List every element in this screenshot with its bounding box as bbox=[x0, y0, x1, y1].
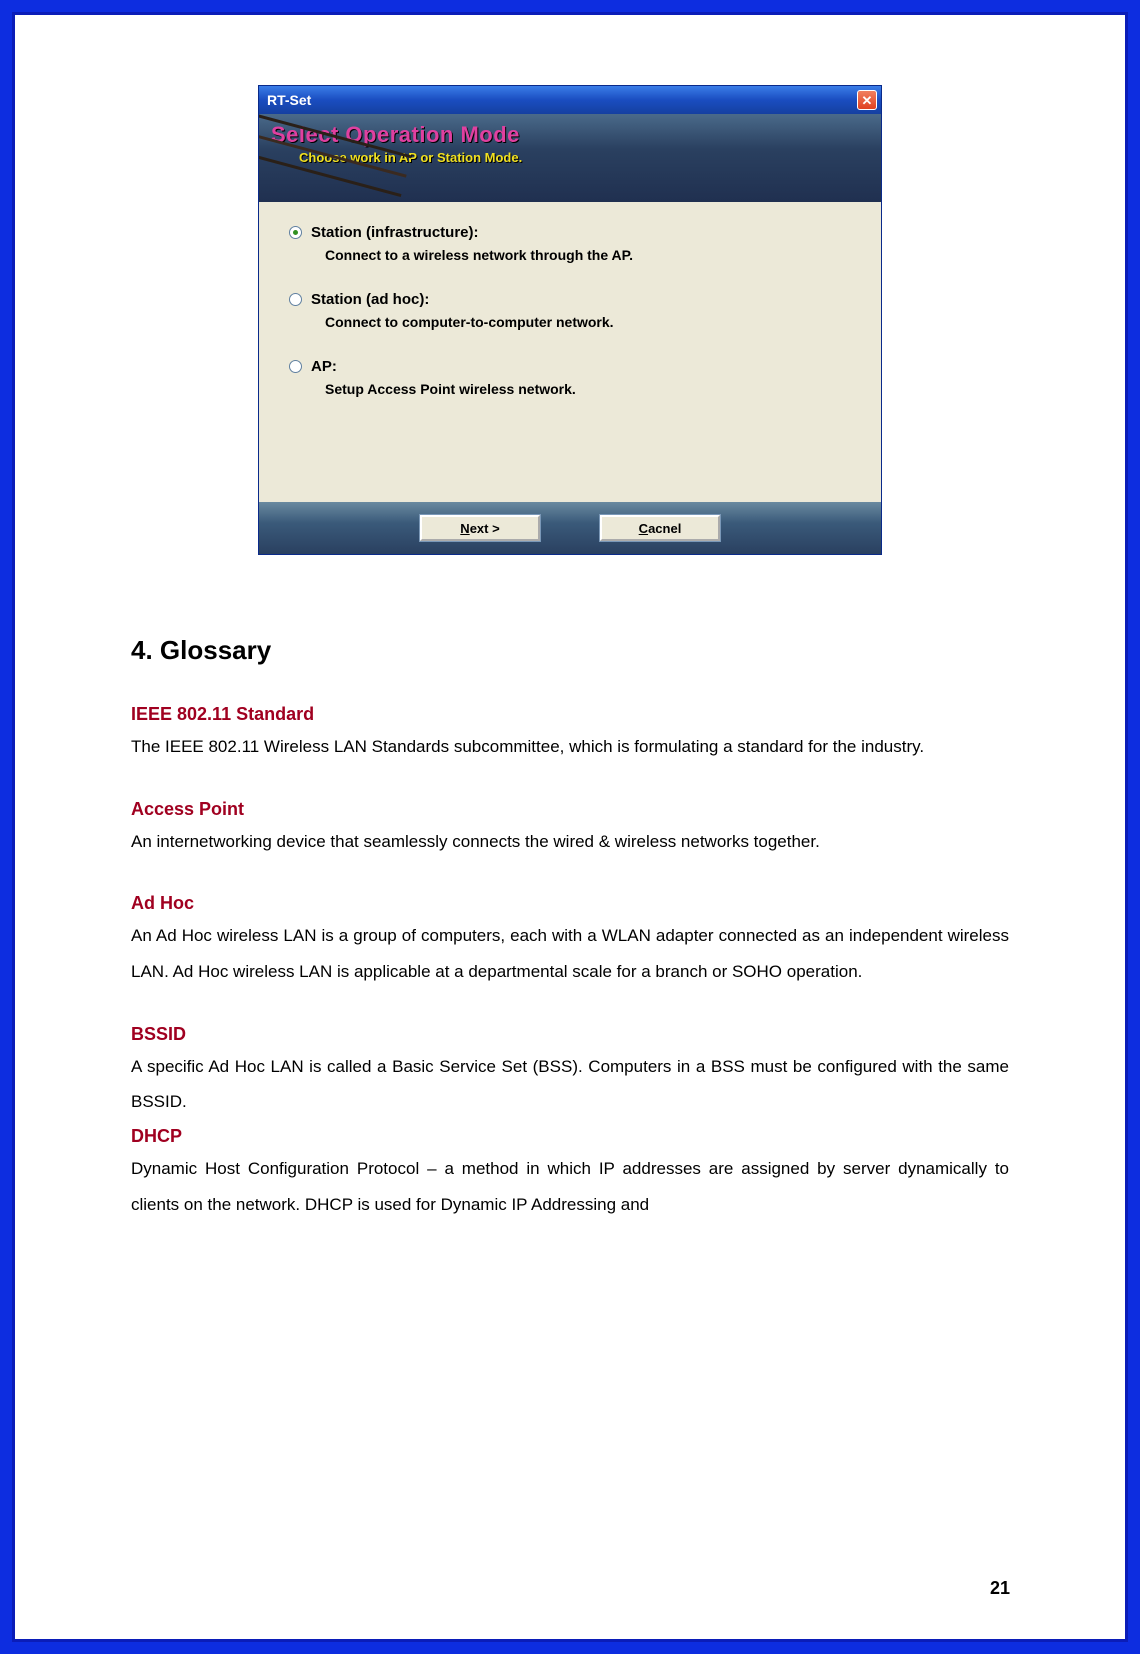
section-heading: 4. Glossary bbox=[131, 635, 1009, 666]
radio-desc: Connect to computer-to-computer network. bbox=[325, 314, 851, 330]
term-ad-hoc: Ad Hoc bbox=[131, 893, 1009, 914]
next-rest: ext > bbox=[470, 521, 500, 536]
def-dhcp: Dynamic Host Configuration Protocol – a … bbox=[131, 1151, 1009, 1222]
def-access-point: An internetworking device that seamlessl… bbox=[131, 824, 1009, 860]
banner: Select Operation Mode Choose work in AP … bbox=[259, 114, 881, 202]
close-icon[interactable]: ✕ bbox=[857, 90, 877, 110]
banner-subtitle: Choose work in AP or Station Mode. bbox=[299, 150, 869, 165]
cancel-button[interactable]: Cacnel bbox=[600, 515, 720, 541]
cancel-rest: acnel bbox=[648, 521, 681, 536]
term-bssid: BSSID bbox=[131, 1024, 1009, 1045]
radio-label: AP: bbox=[311, 358, 337, 375]
radio-desc: Setup Access Point wireless network. bbox=[325, 381, 851, 397]
next-accel: N bbox=[460, 521, 469, 536]
term-access-point: Access Point bbox=[131, 799, 1009, 820]
def-ieee: The IEEE 802.11 Wireless LAN Standards s… bbox=[131, 729, 1009, 765]
rt-set-dialog: RT-Set ✕ Select Operation Mode Choose wo… bbox=[258, 85, 882, 555]
banner-title: Select Operation Mode bbox=[271, 122, 869, 148]
def-bssid: A specific Ad Hoc LAN is called a Basic … bbox=[131, 1049, 1009, 1120]
radio-label: Station (ad hoc): bbox=[311, 291, 429, 308]
radio-option-station-adhoc[interactable]: Station (ad hoc): Connect to computer-to… bbox=[289, 291, 851, 330]
next-button[interactable]: Next > bbox=[420, 515, 540, 541]
page-number: 21 bbox=[990, 1578, 1010, 1599]
radio-icon[interactable] bbox=[289, 293, 302, 306]
form-area: Station (infrastructure): Connect to a w… bbox=[259, 202, 881, 502]
term-dhcp: DHCP bbox=[131, 1126, 1009, 1147]
titlebar: RT-Set ✕ bbox=[259, 86, 881, 114]
cancel-accel: C bbox=[639, 521, 648, 536]
def-ad-hoc: An Ad Hoc wireless LAN is a group of com… bbox=[131, 918, 1009, 989]
glossary-section: 4. Glossary IEEE 802.11 Standard The IEE… bbox=[125, 635, 1015, 1223]
radio-icon[interactable] bbox=[289, 360, 302, 373]
window-title: RT-Set bbox=[267, 92, 857, 108]
radio-icon[interactable] bbox=[289, 226, 302, 239]
radio-option-ap[interactable]: AP: Setup Access Point wireless network. bbox=[289, 358, 851, 397]
radio-desc: Connect to a wireless network through th… bbox=[325, 247, 851, 263]
radio-label: Station (infrastructure): bbox=[311, 224, 479, 241]
radio-option-station-infra[interactable]: Station (infrastructure): Connect to a w… bbox=[289, 224, 851, 263]
term-ieee: IEEE 802.11 Standard bbox=[131, 704, 1009, 725]
page-frame: RT-Set ✕ Select Operation Mode Choose wo… bbox=[12, 12, 1128, 1642]
button-bar: Next > Cacnel bbox=[259, 502, 881, 554]
